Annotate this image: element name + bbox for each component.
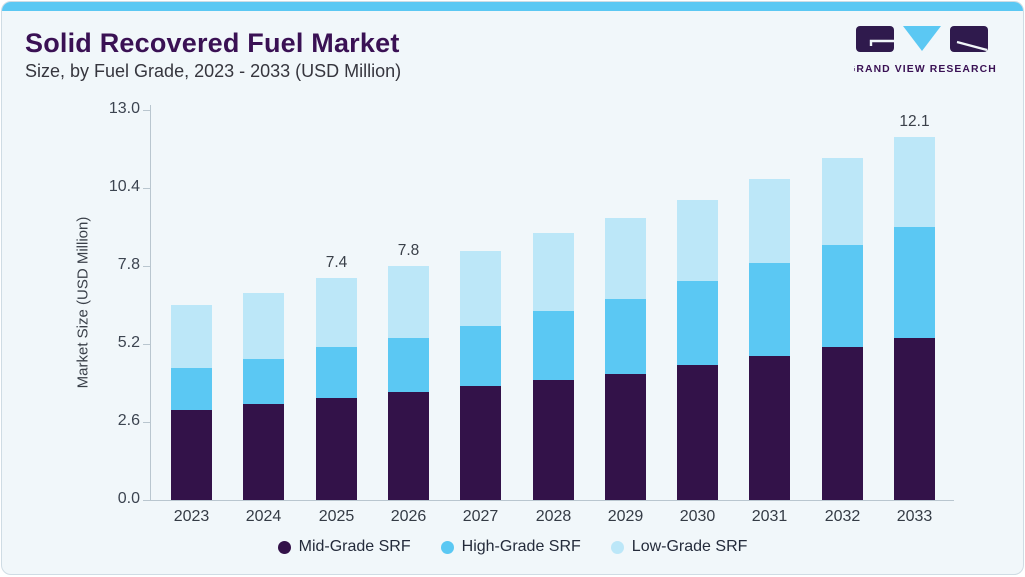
bar-segment-low-grade-srf (822, 158, 863, 245)
bar-segment-low-grade-srf (533, 233, 574, 311)
legend-swatch (277, 540, 291, 554)
y-tick (143, 110, 151, 111)
bar-segment-high-grade-srf (749, 263, 790, 356)
logo-wordmark: GRAND VIEW RESEARCH (854, 64, 997, 75)
bar-segment-mid-grade-srf (460, 386, 501, 500)
bar-segment-low-grade-srf (894, 137, 935, 227)
bar-segment-high-grade-srf (460, 326, 501, 386)
y-tick-label: 0.0 (117, 490, 140, 507)
y-tick (143, 266, 151, 267)
y-tick-label: 13.0 (108, 100, 140, 117)
x-tick-label: 2031 (751, 508, 788, 525)
logo-mark-g-detail (869, 39, 894, 46)
legend: Mid-Grade SRF High-Grade SRF Low-Grade SRF (2, 538, 1023, 556)
x-tick-label: 2025 (318, 508, 355, 525)
x-tick-label: 2027 (462, 508, 499, 525)
bar-segment-high-grade-srf (533, 311, 574, 380)
x-axis-line (150, 500, 954, 501)
page-title: Solid Recovered Fuel Market (25, 28, 400, 58)
y-axis-title: Market Size (USD Million) (74, 216, 92, 389)
bar-segment-mid-grade-srf (677, 365, 718, 500)
bar-segment-mid-grade-srf (749, 356, 790, 500)
x-tick-label: 2024 (245, 508, 282, 525)
legend-item: Low-Grade SRF (610, 538, 748, 556)
legend-label: Mid-Grade SRF (298, 538, 411, 555)
y-tick (143, 500, 151, 501)
y-tick-label: 2.6 (117, 412, 140, 429)
legend-item: Mid-Grade SRF (277, 538, 411, 556)
legend-label: Low-Grade SRF (631, 538, 748, 555)
legend-swatch (610, 540, 624, 554)
bar-segment-high-grade-srf (605, 299, 646, 374)
y-axis-line (150, 105, 151, 500)
bar-segment-mid-grade-srf (316, 398, 357, 500)
x-tick-label: 2023 (173, 508, 210, 525)
bar-segment-mid-grade-srf (388, 392, 429, 500)
x-tick-label: 2033 (896, 508, 933, 525)
bar-segment-mid-grade-srf (605, 374, 646, 500)
bar-segment-mid-grade-srf (822, 347, 863, 500)
bar-segment-mid-grade-srf (894, 338, 935, 500)
bar-total-label: 7.4 (325, 254, 348, 271)
bar-segment-low-grade-srf (388, 266, 429, 338)
y-tick (143, 188, 151, 189)
bar-segment-mid-grade-srf (243, 404, 284, 500)
x-tick-label: 2028 (535, 508, 572, 525)
bar-segment-mid-grade-srf (533, 380, 574, 500)
x-tick-label: 2029 (607, 508, 644, 525)
bar-segment-high-grade-srf (388, 338, 429, 392)
bar-segment-high-grade-srf (243, 359, 284, 404)
bar-segment-high-grade-srf (316, 347, 357, 398)
legend-swatch (440, 540, 454, 554)
y-tick (143, 422, 151, 423)
y-tick-label: 7.8 (117, 256, 140, 273)
logo-mark-r-detail (956, 40, 988, 52)
x-tick-label: 2030 (679, 508, 716, 525)
bar-segment-low-grade-srf (677, 200, 718, 281)
brand-logo: GRAND VIEW RESEARCH (854, 26, 997, 75)
logo-mark-g (856, 26, 894, 52)
bar-segment-high-grade-srf (894, 227, 935, 338)
legend-item: High-Grade SRF (440, 538, 581, 556)
x-tick-label: 2032 (824, 508, 861, 525)
logo-mark-r (950, 26, 988, 52)
y-tick-label: 10.4 (108, 178, 140, 195)
bar-segment-high-grade-srf (822, 245, 863, 347)
bar-total-label: 12.1 (899, 113, 930, 130)
page-subtitle: Size, by Fuel Grade, 2023 - 2033 (USD Mi… (25, 61, 402, 81)
logo-mark-v (903, 26, 941, 51)
x-tick-label: 2026 (390, 508, 427, 525)
bar-segment-low-grade-srf (460, 251, 501, 326)
legend-label: High-Grade SRF (461, 538, 581, 555)
bar-segment-high-grade-srf (171, 368, 212, 410)
bar-segment-low-grade-srf (605, 218, 646, 299)
bar-segment-low-grade-srf (316, 278, 357, 347)
top-accent-bar (2, 2, 1023, 11)
bar-segment-mid-grade-srf (171, 410, 212, 500)
bar-segment-low-grade-srf (749, 179, 790, 263)
y-tick (143, 344, 151, 345)
bar-segment-low-grade-srf (171, 305, 212, 368)
bar-segment-low-grade-srf (243, 293, 284, 359)
bar-segment-high-grade-srf (677, 281, 718, 365)
bar-total-label: 7.8 (397, 242, 420, 259)
y-tick-label: 5.2 (117, 334, 140, 351)
